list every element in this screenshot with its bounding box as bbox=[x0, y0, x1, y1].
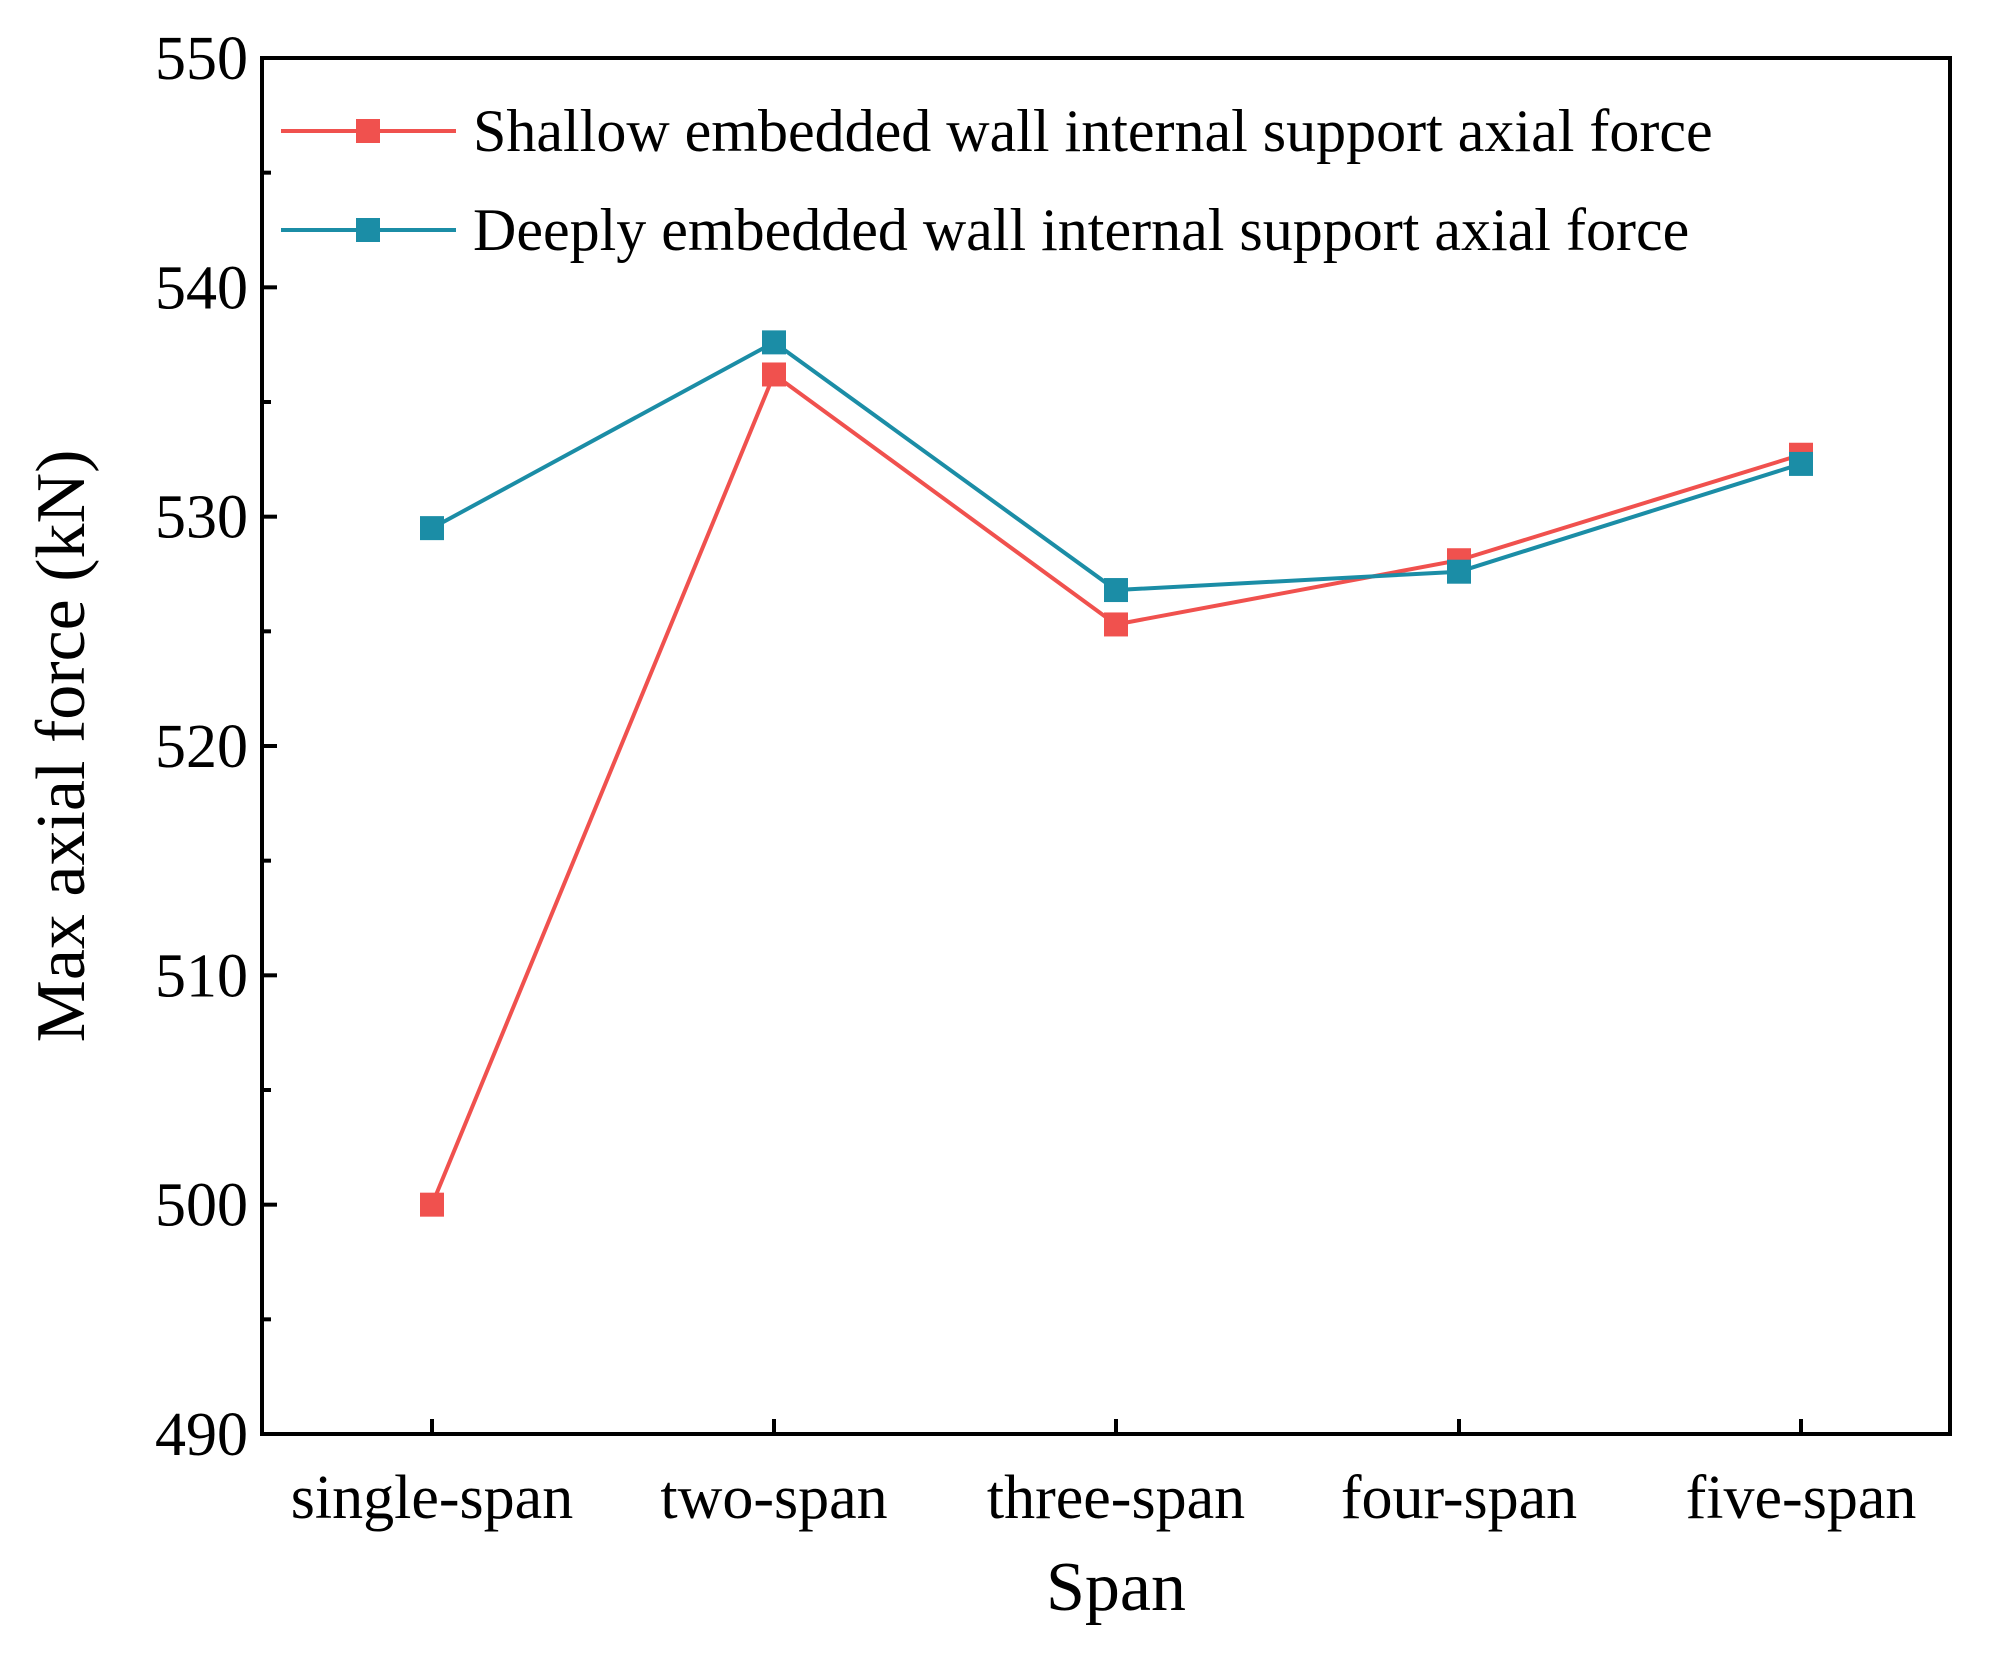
x-tick-label: four-span bbox=[1341, 1464, 1577, 1532]
y-axis-title: Max axial force (kN) bbox=[23, 450, 100, 1043]
data-point bbox=[420, 516, 444, 541]
y-tick-label: 510 bbox=[155, 942, 248, 1010]
legend-label: Deeply embedded wall internal support ax… bbox=[473, 197, 1689, 263]
legend-item-1: Shallow embedded wall internal support a… bbox=[281, 98, 1713, 164]
legend: Shallow embedded wall internal support a… bbox=[281, 98, 1713, 263]
y-tick-label: 490 bbox=[155, 1401, 248, 1469]
legend-marker bbox=[356, 218, 380, 242]
data-point bbox=[420, 1192, 444, 1217]
legend-label: Shallow embedded wall internal support a… bbox=[473, 98, 1713, 164]
data-point bbox=[762, 330, 786, 355]
plot-frame bbox=[260, 56, 1952, 1436]
x-axis: single-span two-span three-span four-span fi… bbox=[291, 1419, 1917, 1532]
data-point bbox=[762, 362, 786, 387]
data-point bbox=[1789, 451, 1813, 476]
data-point bbox=[1447, 559, 1471, 584]
legend-item-2: Deeply embedded wall internal support ax… bbox=[281, 197, 1689, 263]
y-tick-label: 550 bbox=[155, 25, 248, 93]
x-tick-label: five-span bbox=[1686, 1464, 1917, 1532]
x-tick-label: two-span bbox=[660, 1464, 887, 1532]
y-tick-label: 530 bbox=[155, 484, 248, 552]
x-tick-label: single-span bbox=[291, 1464, 573, 1532]
y-tick-label: 540 bbox=[155, 254, 248, 322]
y-axis: 490 500 510 520 530 540 550 bbox=[155, 25, 277, 1469]
y-tick-label: 500 bbox=[155, 1172, 248, 1240]
series-1 bbox=[420, 362, 1813, 1217]
x-tick-label: three-span bbox=[987, 1464, 1245, 1532]
series-layer bbox=[420, 330, 1813, 1217]
legend-marker bbox=[356, 119, 380, 143]
series-2 bbox=[420, 330, 1813, 603]
series-line bbox=[430, 371, 1802, 1206]
y-tick-label: 520 bbox=[155, 713, 248, 781]
x-axis-title: Span bbox=[1046, 1549, 1186, 1626]
data-point bbox=[1104, 578, 1128, 603]
series-line bbox=[431, 340, 1802, 593]
data-point bbox=[1104, 612, 1128, 637]
